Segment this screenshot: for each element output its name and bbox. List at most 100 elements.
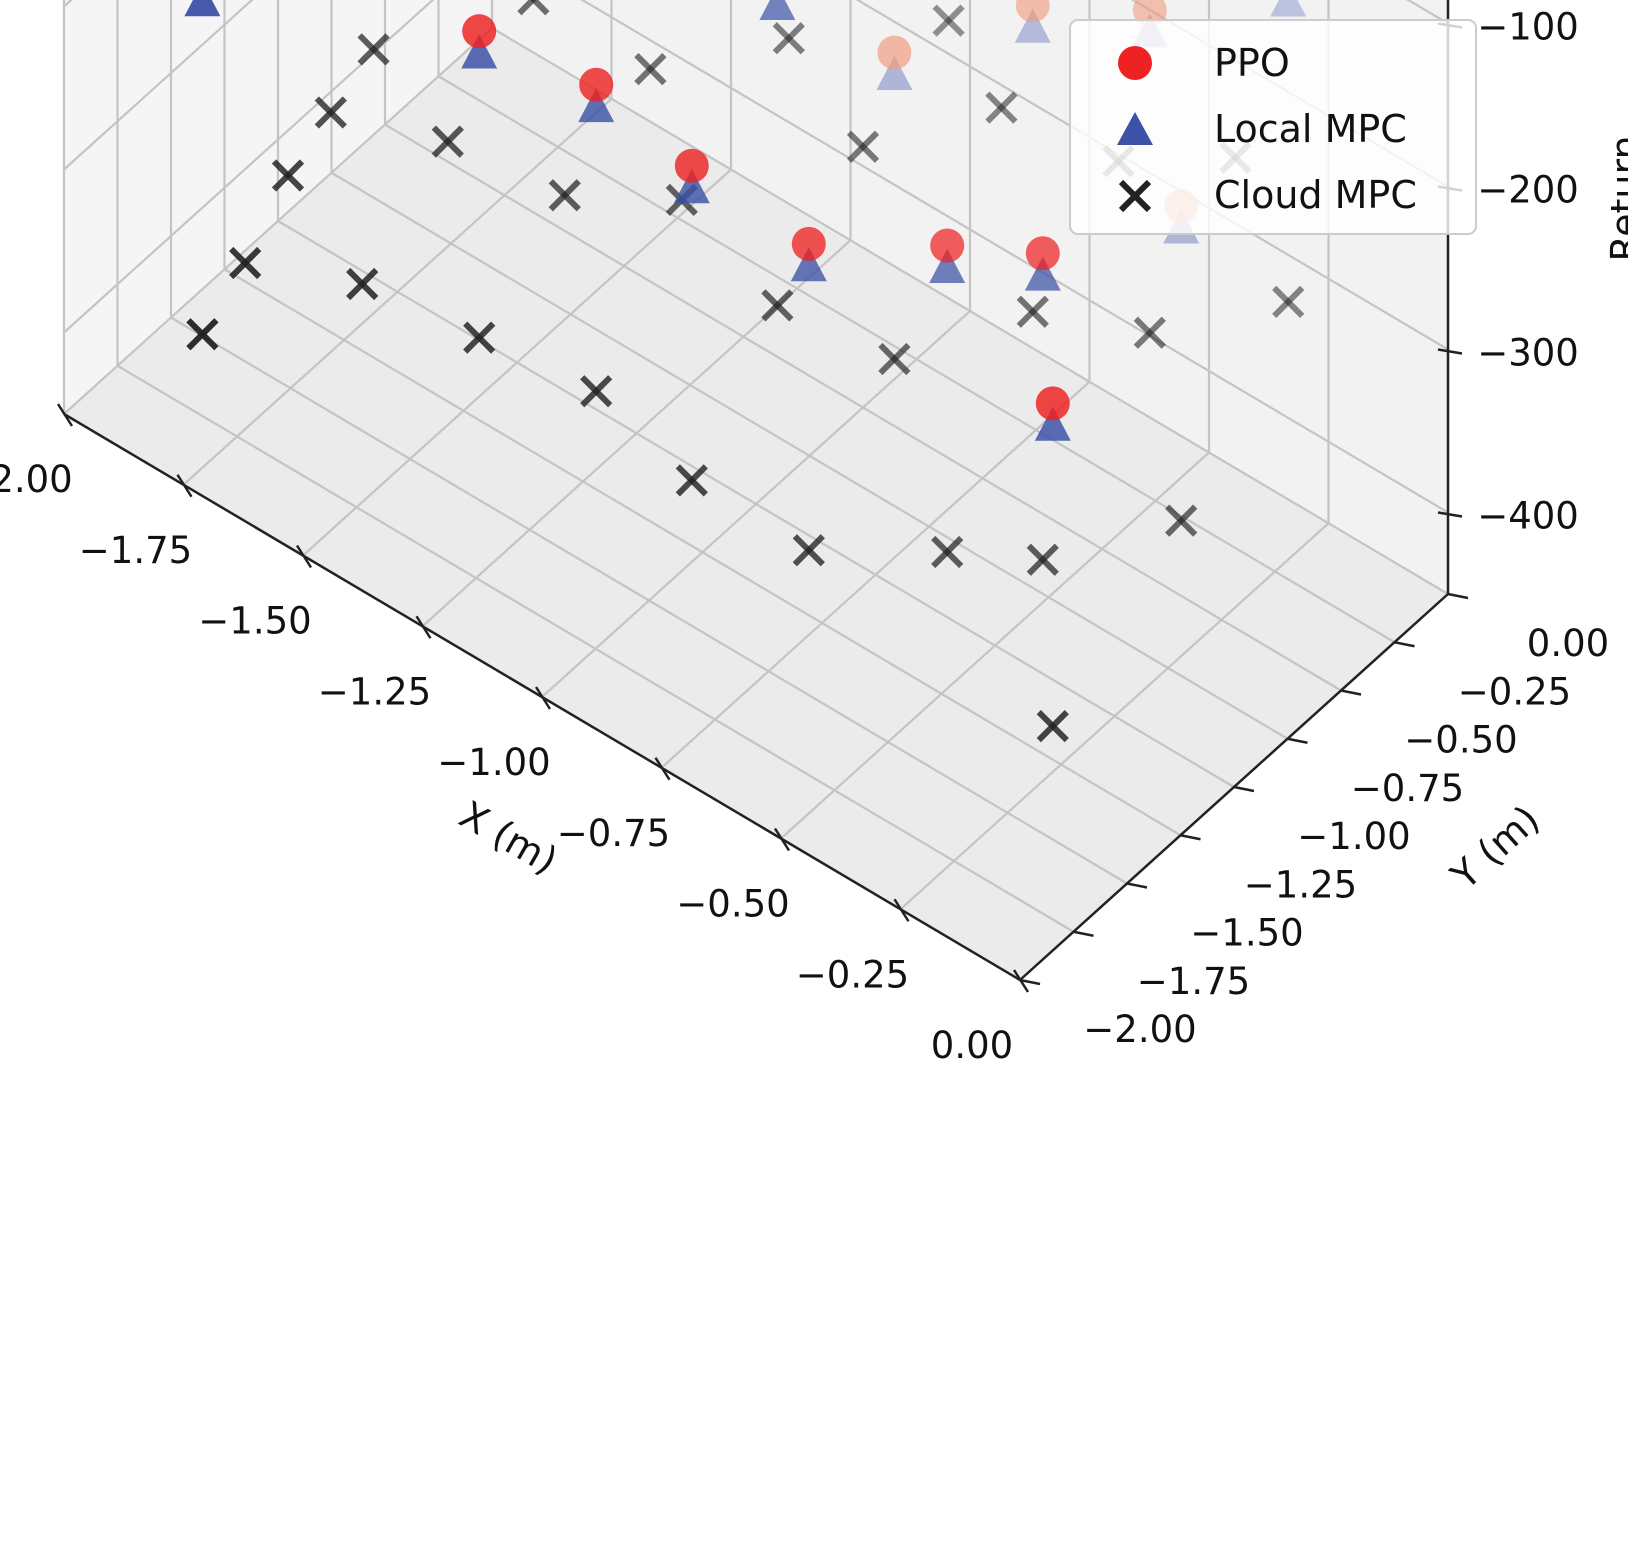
floor-grid-y xyxy=(277,220,1235,788)
floor-grid-y xyxy=(170,316,1128,885)
cloud-mpc-point xyxy=(792,534,825,567)
cloud-mpc-point xyxy=(271,159,305,192)
cloud-mpc-stroke xyxy=(529,0,550,16)
x-tick-label: −2.00 xyxy=(0,458,73,501)
local-mpc-point xyxy=(1014,8,1051,43)
x-axis-label: X (m) xyxy=(452,792,565,882)
cloud-mpc-stroke xyxy=(314,96,347,129)
cloud-mpc-point xyxy=(634,52,667,86)
cloud-mpc-point xyxy=(580,375,613,408)
back-grid-z xyxy=(855,0,1449,351)
legend-label-ppo: PPO xyxy=(1214,41,1290,85)
ppo-point xyxy=(579,67,614,102)
cloud-mpc-stroke xyxy=(932,4,965,37)
y-axis-label: Y (m) xyxy=(1442,797,1548,899)
cloud-mpc-point xyxy=(1165,504,1198,537)
cloud-mpc-stroke xyxy=(931,535,964,569)
x-tick-label: −1.25 xyxy=(318,670,431,713)
cloud-mpc-stroke xyxy=(1165,504,1198,537)
ppo-point xyxy=(674,148,709,183)
cloud-mpc-point xyxy=(1016,295,1049,328)
local-mpc-point xyxy=(673,169,710,204)
cloud-mpc-stroke xyxy=(346,267,379,301)
ppo-point xyxy=(791,226,826,261)
z-tick-mark xyxy=(1437,511,1463,518)
local-mpc-point xyxy=(184,0,221,17)
local-mpc-point xyxy=(1024,256,1061,291)
cloud-mpc-point xyxy=(357,33,390,66)
ppo-point xyxy=(1025,236,1060,271)
floor-grid-y xyxy=(491,27,1449,595)
y-tick-mark xyxy=(1394,641,1415,648)
x-tick-mark xyxy=(415,615,432,639)
cloud-mpc-point xyxy=(548,179,581,212)
y-tick-mark xyxy=(1019,978,1041,986)
cloud-mpc-point xyxy=(431,125,464,158)
y-tick-label: −1.25 xyxy=(1244,863,1357,906)
cloud-mpc-stroke xyxy=(792,534,825,567)
cloud-mpc-point xyxy=(229,246,262,280)
z-tick-label: −300 xyxy=(1477,332,1579,375)
cloud-mpc-point xyxy=(463,321,496,354)
y-tick-label: −0.75 xyxy=(1351,767,1464,810)
legend: PPO Local MPC Cloud MPC xyxy=(1069,19,1477,235)
legend-frame xyxy=(1069,19,1477,235)
x-tick-mark xyxy=(295,544,313,569)
cloud-mpc-point xyxy=(517,0,550,16)
cloud-mpc-stroke xyxy=(580,375,613,408)
left-grid-z xyxy=(63,0,254,171)
floor-grid-y xyxy=(384,123,1342,692)
cloud-mpc-stroke xyxy=(463,321,496,354)
cloud-mpc-stroke xyxy=(878,342,911,376)
z-tick-label: −200 xyxy=(1477,169,1579,212)
cloud-mpc-point xyxy=(1272,285,1305,319)
legend-marker-local-mpc xyxy=(1117,112,1153,145)
tick-labels: −2.00−1.75−1.50−1.25−1.00−0.75−0.50−0.25… xyxy=(0,6,1609,1068)
cloud-mpc-point xyxy=(878,342,911,376)
local-mpc-point xyxy=(1270,0,1307,17)
cloud-mpc-stroke xyxy=(186,318,219,351)
cloud-mpc-point xyxy=(846,130,880,163)
legend-marker-cloud-mpc xyxy=(1118,179,1152,213)
cloud-mpc-stroke xyxy=(772,22,805,55)
legend-label-cloud-mpc: Cloud MPC xyxy=(1214,173,1417,217)
ppo-point xyxy=(877,35,912,70)
z-tick-label: −100 xyxy=(1477,6,1579,49)
local-mpc-point xyxy=(759,0,796,21)
x-tick-label: −1.00 xyxy=(437,741,550,784)
cloud-mpc-stroke xyxy=(431,125,464,158)
x-tick-mark xyxy=(893,898,910,922)
cloud-mpc-stroke xyxy=(1133,316,1166,349)
cloud-mpc-stroke xyxy=(1036,709,1069,743)
y-tick-label: −2.00 xyxy=(1083,1008,1196,1051)
x-tick-label: −0.25 xyxy=(796,953,909,996)
cloud-mpc-point xyxy=(932,4,965,37)
x-tick-label: 0.00 xyxy=(931,1024,1013,1067)
left-grid-z xyxy=(63,0,435,334)
cloud-mpc-point xyxy=(346,267,379,301)
cloud-mpc-stroke xyxy=(517,0,537,16)
ppo-point xyxy=(462,14,497,49)
x-tick-mark xyxy=(534,686,552,710)
z-tick-label: −400 xyxy=(1477,495,1579,538)
x-tick-label: −1.75 xyxy=(79,529,192,572)
x-tick-mark xyxy=(176,474,193,498)
cloud-mpc-stroke xyxy=(548,179,581,212)
x-tick-label: −0.75 xyxy=(557,812,670,855)
cloud-mpc-stroke xyxy=(1016,295,1049,328)
cloud-mpc-point xyxy=(186,318,219,351)
cloud-mpc-stroke xyxy=(932,4,965,37)
x-tick-label: −1.50 xyxy=(198,600,311,643)
y-tick-mark xyxy=(1447,592,1469,600)
y-tick-mark xyxy=(1126,882,1148,889)
floor-grid-y xyxy=(330,171,1289,740)
z-axis-label: Return xyxy=(1603,135,1628,261)
cloud-mpc-stroke xyxy=(229,246,262,280)
cloud-mpc-point xyxy=(675,464,708,497)
data-points xyxy=(184,0,1307,743)
cloud-mpc-stroke xyxy=(271,159,305,192)
cloud-mpc-stroke xyxy=(357,33,390,66)
legend-marker-ppo xyxy=(1118,46,1152,80)
local-mpc-point xyxy=(1034,406,1071,441)
